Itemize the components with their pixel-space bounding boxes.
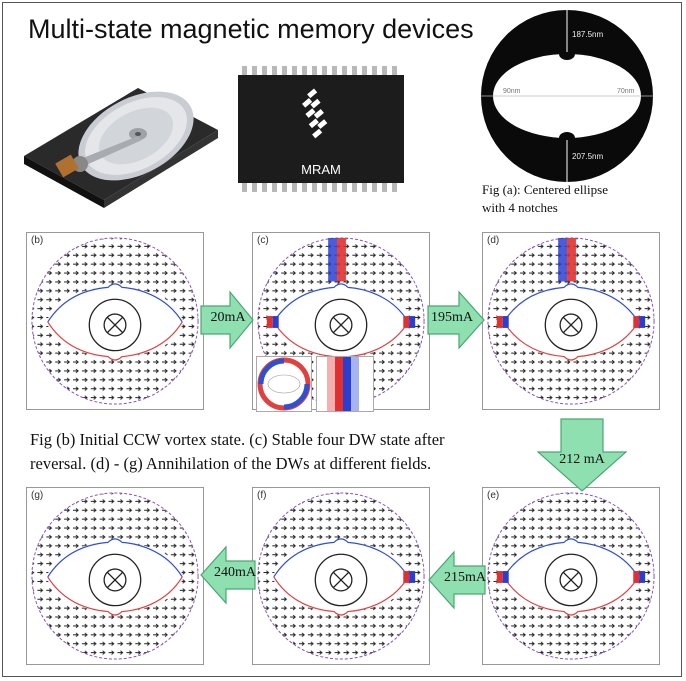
mram-chip-image: MRAM [236, 64, 406, 194]
panel-g-label: (g) [31, 490, 44, 501]
panel-c-label: (c) [257, 235, 269, 246]
dim-top: 187.5nm [572, 30, 604, 39]
panel-b: (b) [26, 232, 204, 410]
arrow-label-2: 195mA [431, 310, 473, 325]
inset-ring-detail [256, 356, 312, 412]
panel-b-label: (b) [31, 235, 44, 246]
arrow-label-3: 212 mA [559, 452, 605, 467]
mram-label: MRAM [301, 162, 341, 177]
inset-domain-wall-detail [316, 356, 374, 412]
dim-left: 90nm [503, 88, 521, 95]
caption-b-line2: reversal. (d) - (g) Annihilation of the … [30, 454, 432, 473]
panel-g: (g) [26, 487, 204, 665]
arrow-down [537, 418, 627, 492]
arrow-label-5: 240mA [214, 565, 256, 580]
caption-b: Fig (b) Initial CCW vortex state. (c) St… [30, 428, 445, 476]
arrow-left-1 [428, 550, 486, 610]
panel-d: (d) [482, 232, 660, 410]
panel-e-label: (e) [487, 490, 500, 501]
panel-f-label: (f) [257, 490, 267, 501]
hard-disk-image [24, 88, 218, 208]
arrow-label-1: 20mA [210, 310, 246, 325]
caption-a-line2: with 4 notches [482, 200, 558, 215]
arrow-left-2 [200, 545, 256, 605]
panel-d-label: (d) [487, 235, 500, 246]
panel-f: (f) [252, 487, 430, 665]
arrow-right-2 [427, 290, 485, 350]
caption-a-line1: Fig (a): Centered ellipse [482, 182, 608, 197]
figure-title: Multi-state magnetic memory devices [28, 14, 474, 44]
caption-b-line1: Fig (b) Initial CCW vortex state. (c) St… [30, 430, 445, 449]
arrow-label-4: 215mA [444, 570, 486, 585]
notched-ring-diagram: 187.5nm 207.5nm 90nm 70nm [477, 6, 657, 186]
arrow-right-1 [200, 290, 254, 350]
panel-e: (e) [482, 487, 660, 665]
dim-right: 70nm [617, 88, 635, 95]
caption-a: Fig (a): Centered ellipse with 4 notches [482, 181, 608, 217]
dim-bottom: 207.5nm [572, 152, 604, 161]
